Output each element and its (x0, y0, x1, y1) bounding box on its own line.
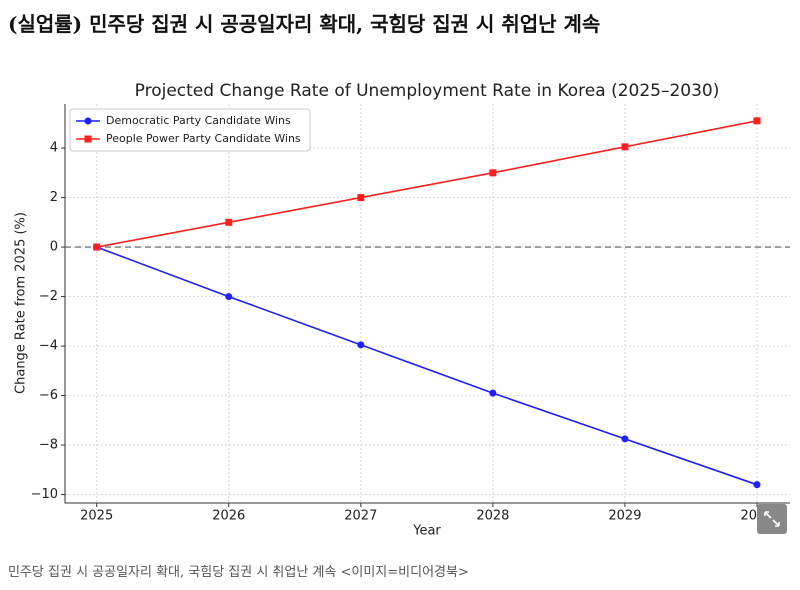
marker (753, 481, 761, 489)
y-tick-label: −2 (39, 289, 58, 304)
series-line (96, 120, 758, 248)
y-axis-label: Change Rate from 2025 (%) (14, 212, 29, 394)
marker (357, 341, 365, 349)
y-tick-label: 4 (50, 141, 58, 156)
x-tick-label: 2029 (608, 509, 641, 524)
x-tick-label: 2025 (80, 509, 113, 524)
marker (357, 194, 365, 202)
headline: (실업률) 민주당 집권 시 공공일자리 확대, 국힘당 집권 시 취업난 계속 (8, 12, 601, 36)
x-tick-label: 2028 (476, 509, 509, 524)
marker (489, 169, 497, 177)
series-line (96, 246, 758, 486)
legend-label: Democratic Party Candidate Wins (106, 114, 291, 127)
y-tick-label: 2 (50, 190, 58, 205)
y-tick-label: −4 (39, 339, 58, 354)
marker (225, 218, 233, 226)
marker (489, 389, 497, 397)
x-axis-label: Year (412, 524, 441, 539)
expand-icon[interactable] (757, 504, 787, 534)
caption: 민주당 집권 시 공공일자리 확대, 국힘당 집권 시 취업난 계속 <이미지=… (8, 565, 469, 580)
axes-frame (64, 104, 790, 504)
legend-box (69, 108, 311, 152)
y-tick-label: −8 (39, 438, 58, 453)
x-tick-label: 2027 (344, 509, 377, 524)
y-tick-label: −10 (31, 487, 58, 502)
marker (84, 135, 92, 143)
marker (621, 143, 629, 151)
y-tick-label: −6 (39, 388, 58, 403)
legend-label: People Power Party Candidate Wins (106, 132, 301, 145)
y-tick-label: 0 (50, 240, 58, 255)
marker (753, 117, 761, 125)
x-tick-label: 2026 (212, 509, 245, 524)
marker (225, 293, 233, 301)
marker (93, 243, 101, 251)
chart-title: Projected Change Rate of Unemployment Ra… (135, 81, 720, 101)
marker (621, 435, 629, 443)
marker (84, 117, 92, 125)
